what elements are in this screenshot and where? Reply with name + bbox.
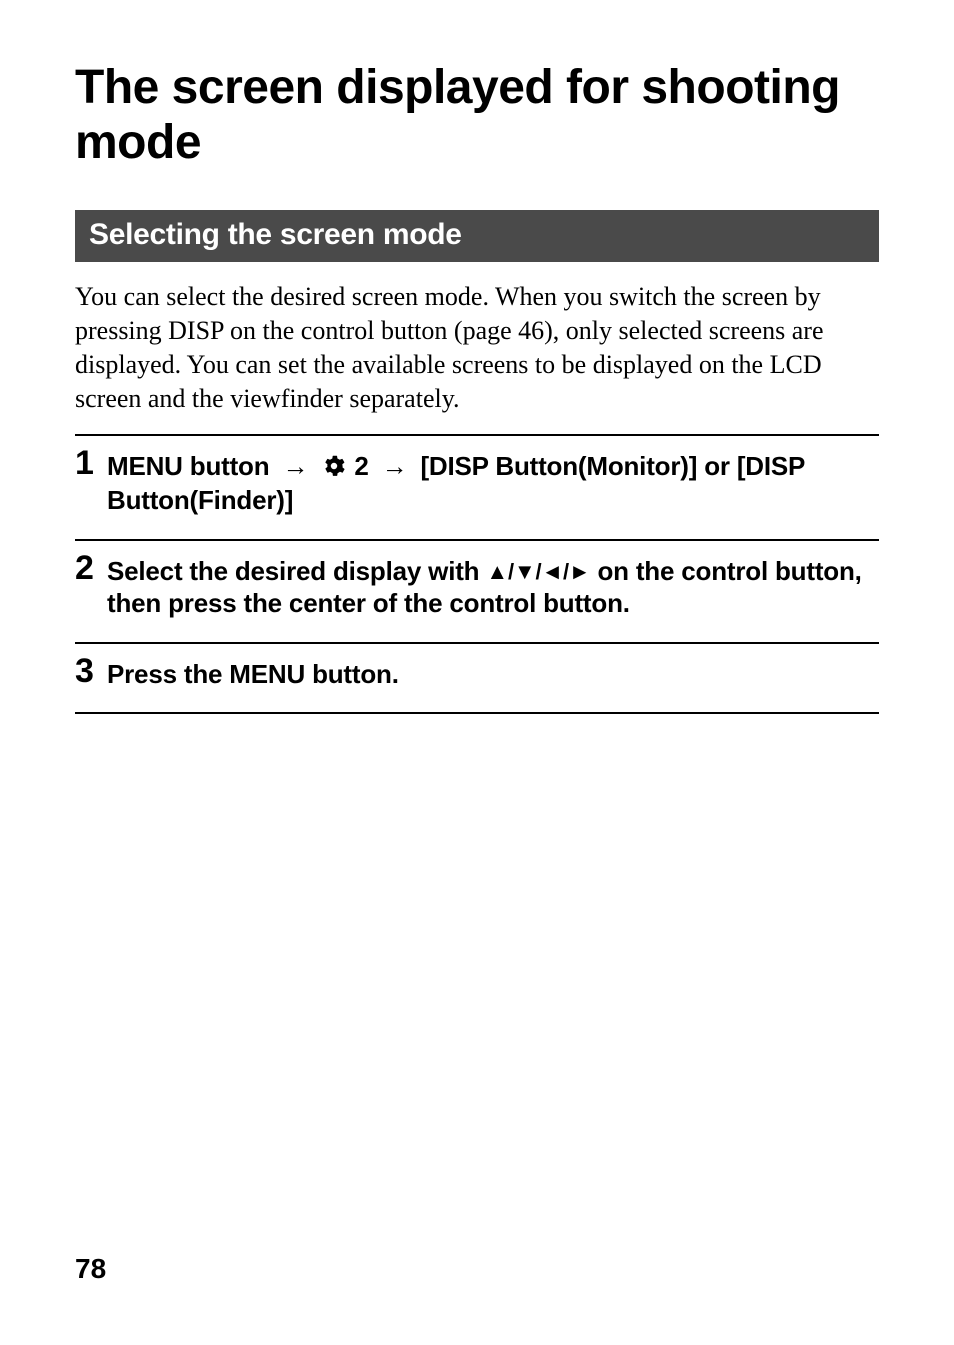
arrow-right-icon: → (376, 450, 414, 483)
page-number: 78 (75, 1253, 106, 1285)
gear-icon (323, 452, 345, 485)
step-number: 1 (75, 446, 97, 482)
step-body: Press the MENU button. (107, 654, 399, 691)
step-body: Select the desired display with ▲/▼/◄/► … (107, 551, 879, 620)
step-text: Select the desired display with (107, 556, 486, 586)
step-text: MENU button (107, 451, 269, 481)
manual-page: The screen displayed for shooting mode S… (0, 0, 954, 1345)
direction-arrows-icon: ▲/▼/◄/► (486, 559, 590, 584)
step-body: MENU button → 2 → [DISP Button(Monitor)]… (107, 446, 879, 517)
step-3: 3 Press the MENU button. (75, 642, 879, 715)
page-title: The screen displayed for shooting mode (75, 60, 879, 170)
step-text: 2 (354, 451, 368, 481)
step-number: 3 (75, 654, 97, 690)
arrow-right-icon: → (276, 450, 314, 483)
step-number: 2 (75, 551, 97, 587)
step-1: 1 MENU button → 2 → [DISP Button(Monitor… (75, 434, 879, 539)
steps-list: 1 MENU button → 2 → [DISP Button(Monitor… (75, 434, 879, 715)
section-heading: Selecting the screen mode (75, 210, 879, 262)
step-text: Press the MENU button. (107, 659, 399, 689)
step-2: 2 Select the desired display with ▲/▼/◄/… (75, 539, 879, 642)
intro-paragraph: You can select the desired screen mode. … (75, 280, 879, 415)
